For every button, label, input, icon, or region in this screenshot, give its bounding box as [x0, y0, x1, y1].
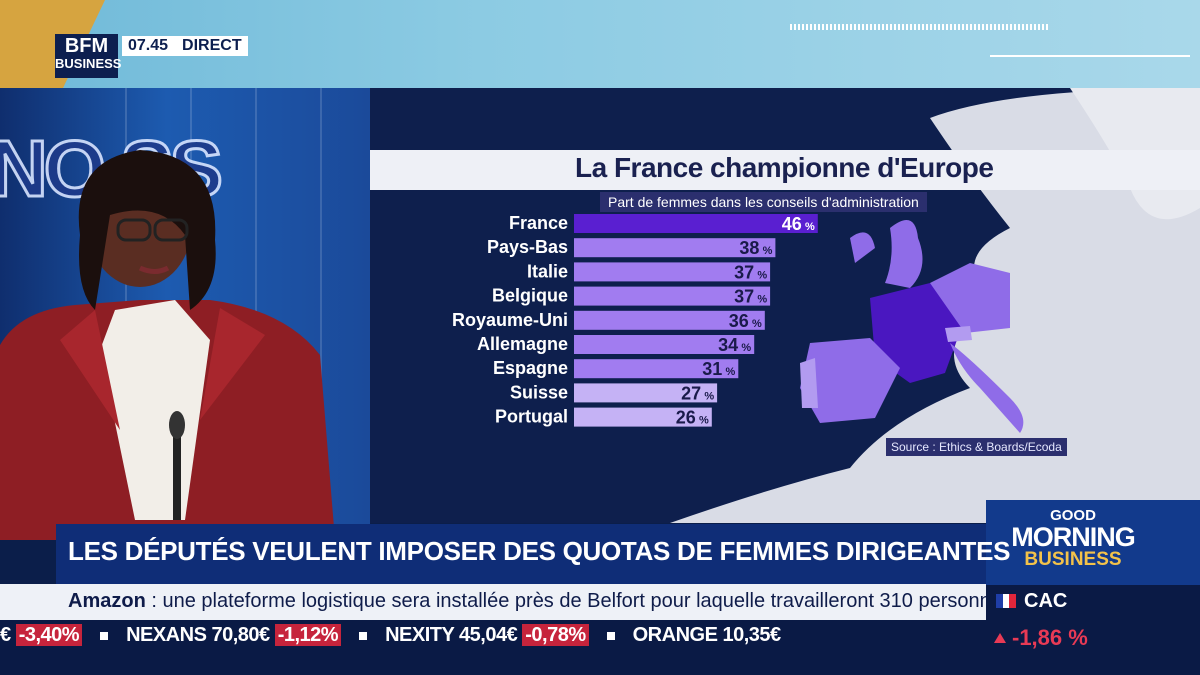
ticker-change: -1,12% — [274, 624, 342, 646]
unit-label: % — [805, 221, 815, 233]
category-label: Royaume-Uni — [452, 310, 568, 330]
category-label: Suisse — [510, 382, 568, 402]
bar-chart: France 46 % Pays-Bas 38 % Italie 37 % Belgique 37%… — [452, 213, 818, 428]
show-business: BUSINESS — [1024, 549, 1122, 570]
show-logo: GOOD MORNING BUSINESS — [998, 507, 1148, 570]
value-label: 31 — [702, 359, 722, 379]
channel-logo: BFM BUSINESS — [55, 34, 122, 78]
ticker-price: 70,80€ — [211, 624, 275, 646]
bar — [574, 383, 718, 403]
bar — [574, 359, 739, 379]
bar — [574, 262, 771, 282]
headline-text: LES DÉPUTÉS VEULENT IMPOSER DES QUOTAS D… — [68, 536, 1011, 566]
value-label: 36 — [729, 311, 749, 331]
logo-top-text: BFM — [64, 35, 109, 57]
category-label: Espagne — [493, 358, 568, 378]
category-label: Allemagne — [477, 334, 568, 354]
index-change: -1,86 % — [1012, 625, 1088, 650]
category-label: Italie — [527, 261, 568, 281]
bar — [574, 238, 776, 258]
index-box — [986, 585, 1200, 675]
unit-label: % — [726, 366, 736, 378]
ticker-separator — [100, 631, 109, 640]
value-label: 38 — [739, 238, 759, 258]
category-label: France — [509, 213, 568, 233]
value-label: 37 — [734, 287, 754, 307]
clock-time: 07.45 — [128, 37, 169, 54]
unit-label: % — [763, 245, 773, 257]
value-label: 27 — [681, 383, 701, 403]
france-flag-icon — [996, 594, 1017, 608]
unit-label: % — [757, 269, 767, 281]
bar — [574, 286, 771, 306]
value-label: 34 — [718, 335, 738, 355]
category-label: Portugal — [495, 407, 568, 427]
category-label: Belgique — [492, 286, 568, 306]
show-badge — [986, 500, 1200, 585]
ticker-change: -0,78% — [522, 624, 589, 646]
unit-label: % — [704, 390, 714, 402]
stock-ticker — [0, 620, 986, 675]
value-label: 26 — [676, 408, 696, 428]
decorative-stripe — [790, 24, 1050, 30]
decorative-line — [990, 55, 1190, 57]
ticker-separator — [606, 631, 615, 640]
bar — [574, 310, 765, 330]
time-badge: 07.45 DIRECT — [122, 36, 248, 56]
headline-band — [56, 524, 986, 584]
presenter-figure — [0, 150, 335, 540]
index-name: CAC — [1024, 590, 1068, 612]
bar — [574, 407, 712, 427]
news-company: Amazon — [68, 590, 146, 612]
unit-label: % — [752, 318, 762, 330]
ticker-change: -3,40% — [15, 624, 83, 646]
ticker-price: 45,04€ — [459, 624, 523, 646]
chart-title-bar — [370, 150, 1200, 190]
news-body: : une plateforme logistique sera install… — [151, 590, 1012, 612]
chart-source: Source : Ethics & Boards/Ecoda — [886, 438, 1067, 456]
unit-label: % — [741, 342, 751, 354]
bar — [574, 335, 755, 354]
chart-title: La France championne d'Europe — [575, 152, 994, 183]
live-label: DIRECT — [182, 37, 242, 54]
value-label: 37 — [734, 262, 754, 282]
show-morning: MORNING — [1011, 522, 1136, 552]
ticker-price: 10,35€ — [722, 624, 781, 646]
value-label: 46 — [782, 214, 802, 234]
ticker-name: NEXANS — [126, 624, 212, 646]
chart-subtitle: Part de femmes dans les conseils d'admin… — [600, 192, 927, 212]
show-good: GOOD — [1050, 507, 1096, 524]
ticker-separator — [359, 631, 368, 640]
unit-label: % — [699, 415, 709, 427]
ticker-name: NEXITY — [385, 624, 460, 646]
unit-label: % — [757, 294, 767, 306]
bar — [574, 214, 818, 233]
category-label: Pays-Bas — [487, 237, 568, 257]
ticker-row: € -3,40% NEXANS 70,80€ -1,12% NEXITY 45,04… — [0, 624, 781, 647]
ticker-name: ORANGE — [632, 624, 723, 646]
ticker-price: € — [0, 624, 16, 646]
news-bar — [0, 584, 986, 620]
logo-bottom-text: BUSINESS — [55, 56, 122, 71]
news-text: Amazon : une plateforme logistique sera … — [68, 590, 1012, 613]
down-arrow-icon — [994, 633, 1006, 643]
